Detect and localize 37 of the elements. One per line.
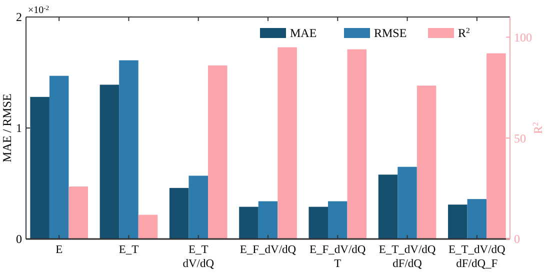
- bar: [258, 201, 278, 239]
- bar: [49, 76, 69, 239]
- bar: [138, 214, 158, 239]
- bar: [378, 174, 398, 239]
- text: ×10$^{-2}$: [28, 4, 50, 16]
- x-tick-label: E: [56, 244, 63, 256]
- x-tick-label: E_T: [118, 244, 139, 256]
- legend-label: MAE: [290, 26, 317, 40]
- bar: [308, 206, 328, 239]
- bar: [239, 206, 258, 239]
- bar: [169, 188, 189, 239]
- bar: [416, 86, 436, 239]
- x-tick-label: E_T_dV/dQ dF/dQ: [378, 244, 436, 270]
- y-axis-title: MAE / RMSE: [0, 94, 14, 162]
- bar: [448, 204, 468, 239]
- y-tick-label: 2: [16, 10, 22, 24]
- bar: [347, 49, 367, 239]
- legend-label: R$^{2}$: [458, 26, 470, 40]
- bar: [30, 96, 50, 239]
- bar: [328, 201, 348, 239]
- bar: [100, 84, 120, 239]
- y-tick-label: 0: [16, 232, 22, 246]
- y-tick-label: 1: [16, 121, 22, 136]
- x-tick-label: E_F_dV/dQ T: [310, 244, 366, 270]
- bar: [68, 186, 88, 239]
- bar: [278, 47, 297, 239]
- x-tick-label: E_T_dV/dQ dF/dQ_F: [448, 244, 506, 270]
- bar: [486, 53, 506, 239]
- y2-tick-label: 0: [514, 232, 520, 246]
- legend-label: RMSE: [374, 26, 407, 40]
- bar: [208, 65, 228, 239]
- bar: [119, 60, 138, 239]
- x-tick-label: E_T dV/dQ: [182, 244, 215, 270]
- y2-tick-label: 50: [514, 131, 526, 146]
- y2-tick-label: 100: [514, 30, 532, 44]
- x-tick-label: E_F_dV/dQ: [240, 244, 297, 256]
- bar: [467, 199, 487, 239]
